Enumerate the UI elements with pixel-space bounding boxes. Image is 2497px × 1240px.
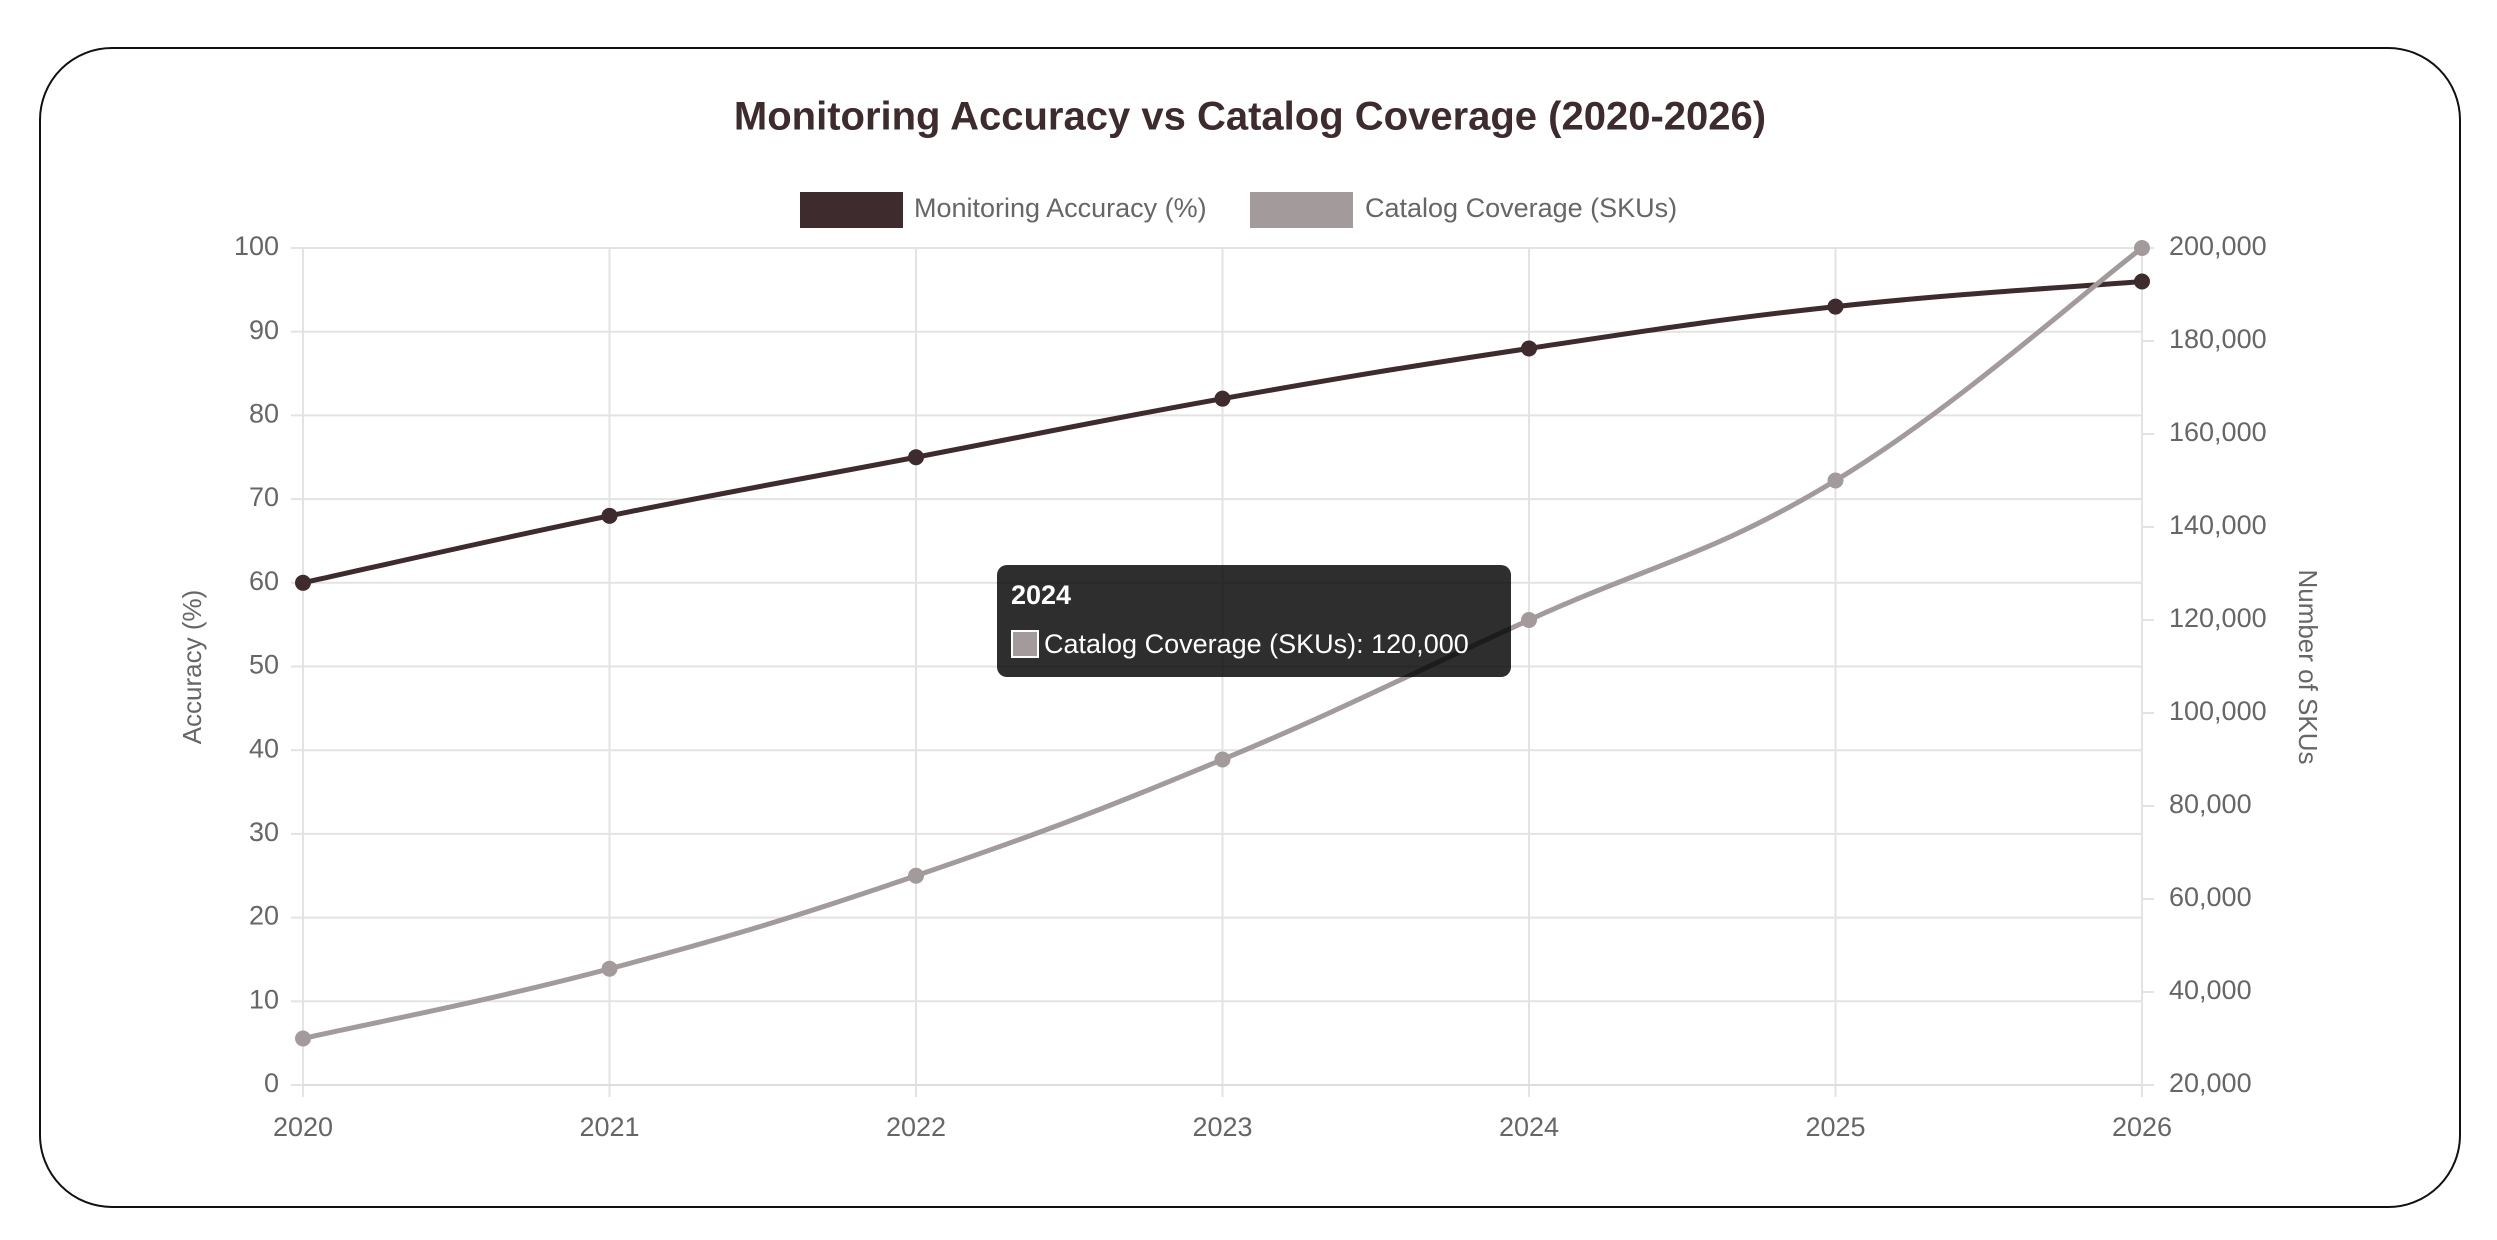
- legend-label: Monitoring Accuracy (%): [914, 193, 1207, 223]
- y-tick-label: 50: [249, 650, 279, 680]
- y-tick-label: 40: [249, 733, 279, 763]
- y-axis-title: Accuracy (%): [177, 590, 207, 745]
- legend-label: Catalog Coverage (SKUs): [1365, 193, 1677, 223]
- y-tick-label: 60: [249, 566, 279, 596]
- x-tick-label: 2023: [1192, 1112, 1252, 1142]
- y2-tick-label: 120,000: [2169, 603, 2267, 633]
- x-tick-label: 2021: [579, 1112, 639, 1142]
- y-tick-label: 70: [249, 482, 279, 512]
- point: [1214, 390, 1231, 407]
- y2-tick-label: 140,000: [2169, 510, 2267, 540]
- x-tick-label: 2024: [1499, 1112, 1559, 1142]
- tooltip: 2024 Catalog Coverage (SKUs): 120,000: [997, 565, 1511, 677]
- point: [908, 449, 924, 466]
- y2-tick-label: 80,000: [2169, 789, 2252, 819]
- tooltip-title: 2024: [1011, 580, 1071, 610]
- x-tick-label: 2026: [2112, 1112, 2172, 1142]
- point: [295, 574, 311, 591]
- x-tick-label: 2020: [273, 1112, 333, 1142]
- point: [908, 867, 924, 884]
- y2-tick-label: 200,000: [2169, 231, 2267, 261]
- y2-axis-title: Number of SKUs: [2293, 569, 2323, 764]
- point: [2134, 273, 2150, 290]
- y2-tick-label: 100,000: [2169, 696, 2267, 726]
- y2-tick-label: 160,000: [2169, 417, 2267, 447]
- legend-swatch: [1250, 192, 1353, 228]
- chart-title: Monitoring Accuracy vs Catalog Coverage …: [734, 95, 1766, 139]
- y-tick-label: 20: [249, 901, 279, 931]
- y2-tick-label: 180,000: [2169, 324, 2267, 354]
- y-tick-label: 100: [234, 231, 279, 261]
- y-tick-label: 80: [249, 399, 279, 429]
- tooltip-box: [997, 565, 1511, 677]
- tooltip-swatch: [1011, 630, 1039, 658]
- y-tick-label: 90: [249, 315, 279, 345]
- x-tick-label: 2022: [886, 1112, 946, 1142]
- y-tick-label: 0: [264, 1068, 279, 1098]
- point: [1521, 340, 1537, 357]
- point: [1521, 612, 1537, 628]
- point: [1827, 472, 1844, 489]
- y-tick-label: 30: [249, 817, 279, 847]
- point: [1827, 298, 1844, 315]
- y2-tick-label: 40,000: [2169, 975, 2252, 1005]
- y-tick-label: 10: [249, 984, 279, 1014]
- point: [1214, 751, 1231, 768]
- x-tick-label: 2025: [1805, 1112, 1865, 1142]
- y2-tick-label: 20,000: [2169, 1068, 2252, 1098]
- y2-tick-label: 60,000: [2169, 882, 2252, 912]
- point: [601, 507, 618, 524]
- point: [2134, 240, 2150, 256]
- point: [295, 1030, 311, 1047]
- legend-swatch: [800, 192, 903, 228]
- point: [601, 960, 618, 977]
- tooltip-label: Catalog Coverage (SKUs): 120,000: [1044, 629, 1469, 659]
